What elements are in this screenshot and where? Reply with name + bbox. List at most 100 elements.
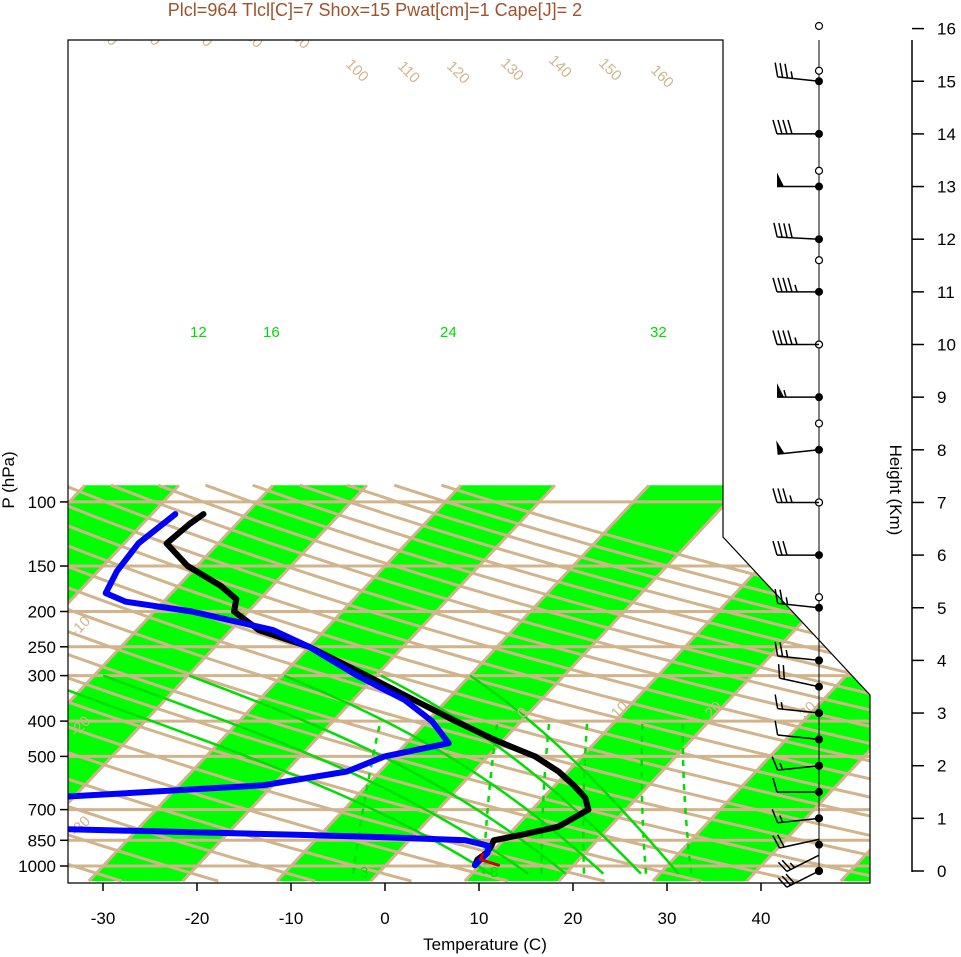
temperature-band bbox=[652, 485, 870, 882]
dry-adiabat-line bbox=[68, 483, 870, 883]
wind-barb bbox=[777, 870, 820, 888]
wind-barb bbox=[772, 119, 819, 135]
x-axis-title: Temperature (C) bbox=[423, 935, 547, 954]
dry-adiabat-label: 160 bbox=[647, 62, 677, 92]
mixing-ratio-line bbox=[581, 721, 589, 874]
wind-barb-full bbox=[777, 119, 783, 135]
wind-barb-full bbox=[782, 540, 788, 556]
moist-adiabat-line bbox=[68, 674, 492, 875]
wind-barb-staff bbox=[777, 236, 820, 240]
wind-barb bbox=[777, 172, 819, 188]
wind-level-marker-open bbox=[814, 66, 824, 75]
x-tick-label: 0 bbox=[380, 909, 389, 928]
x-tick-label: -30 bbox=[91, 909, 116, 928]
wind-barb-half bbox=[780, 701, 784, 710]
wind-barb-full bbox=[783, 223, 788, 238]
isotherm-line bbox=[68, 484, 369, 883]
wind-level-marker-open bbox=[814, 256, 824, 265]
height-tick-label: 4 bbox=[937, 651, 946, 670]
x-tick-label: 30 bbox=[658, 909, 677, 928]
parcel-profile bbox=[478, 853, 500, 867]
height-tick-label: 7 bbox=[937, 493, 946, 512]
height-tick-label: 6 bbox=[937, 546, 946, 565]
wind-level-marker bbox=[815, 840, 823, 849]
wind-barb bbox=[772, 777, 819, 793]
wind-barb bbox=[772, 540, 819, 556]
dry-adiabat-label: 60 bbox=[140, 26, 164, 50]
temperature-profile bbox=[163, 511, 592, 869]
x-tick-label: -20 bbox=[185, 909, 210, 928]
wind-barb-full bbox=[787, 330, 793, 345]
mixing-ratio-label: 8 bbox=[490, 864, 498, 881]
dry-adiabat-label: 70 bbox=[192, 27, 216, 51]
wind-barb bbox=[777, 383, 819, 398]
moist-adiabat-line bbox=[469, 674, 680, 875]
temperature-band bbox=[88, 485, 555, 882]
wind-barb-full bbox=[777, 277, 783, 293]
wind-barb bbox=[777, 664, 820, 688]
dry-adiabat-label: 140 bbox=[545, 52, 575, 82]
wind-barb-full bbox=[779, 642, 784, 657]
y-tick-label: 400 bbox=[28, 712, 56, 731]
wind-barb-full bbox=[773, 222, 778, 238]
y-tick-label: 300 bbox=[28, 667, 56, 686]
x-tick-label: 40 bbox=[752, 909, 771, 928]
wind-barb-full bbox=[782, 665, 785, 680]
height-tick-label: 3 bbox=[937, 704, 946, 723]
isotherm-line bbox=[275, 484, 651, 883]
wind-barb-full bbox=[784, 63, 789, 79]
wind-barb-staff bbox=[779, 838, 820, 849]
wind-barb bbox=[774, 62, 820, 82]
moist-adiabat-line bbox=[283, 674, 605, 875]
dry-adiabat-line bbox=[252, 483, 870, 883]
wind-barb-full bbox=[781, 859, 792, 870]
mixing-ratio-line bbox=[540, 720, 551, 874]
y-tick-label: 100 bbox=[28, 493, 56, 512]
dry-adiabat-line bbox=[68, 483, 799, 883]
wind-barb-full bbox=[782, 277, 788, 293]
wind-barb-full bbox=[774, 62, 779, 78]
dry-adiabat-line bbox=[68, 483, 870, 883]
wind-barb-full bbox=[777, 488, 783, 503]
wind-barb bbox=[774, 589, 820, 609]
dry-adiabat-label: 50 bbox=[97, 26, 121, 50]
wind-barb-half bbox=[779, 762, 784, 770]
wind-barb-half bbox=[789, 862, 796, 869]
dry-adiabat-line bbox=[68, 484, 219, 883]
height-tick-label: 0 bbox=[937, 862, 946, 881]
wind-barb-staff bbox=[777, 602, 820, 609]
wind-barb-full bbox=[774, 720, 779, 736]
x-tick-label: 10 bbox=[470, 909, 489, 928]
wind-barb-pennant bbox=[777, 383, 784, 398]
dry-adiabat-label: 90 bbox=[289, 29, 313, 53]
wind-barb-staff bbox=[777, 655, 820, 662]
dry-adiabat-label: 150 bbox=[595, 55, 625, 85]
wind-level-marker-open bbox=[814, 419, 824, 428]
height-tick-label: 5 bbox=[937, 599, 946, 618]
dry-adiabat-line bbox=[0, 485, 25, 881]
height-tick-label: 8 bbox=[937, 441, 946, 460]
dry-adiabat-line bbox=[68, 483, 870, 883]
x-tick-label: 20 bbox=[564, 909, 583, 928]
wind-level-marker-open bbox=[814, 593, 824, 602]
wind-barb-staff bbox=[779, 677, 820, 688]
wind-barb-full bbox=[772, 777, 778, 793]
isotherm-line bbox=[651, 484, 870, 883]
y-axis-title: P (hPa) bbox=[0, 451, 18, 508]
wind-barb bbox=[774, 694, 820, 714]
wind-barb-full bbox=[788, 223, 793, 238]
moist-adiabat-line bbox=[102, 674, 529, 875]
wind-barb-staff bbox=[786, 854, 820, 873]
wind-level-marker-open bbox=[814, 166, 824, 175]
wind-barb-staff bbox=[786, 870, 820, 888]
wind-barb-full bbox=[774, 589, 779, 604]
wind-barb-full bbox=[774, 641, 779, 657]
isotherm-line bbox=[68, 484, 181, 883]
wind-barb-staff bbox=[777, 817, 820, 824]
wind-barb bbox=[772, 277, 819, 293]
temperature-band bbox=[68, 485, 367, 882]
wind-barb-full bbox=[779, 63, 784, 78]
dry-adiabat-label: 100 bbox=[342, 56, 372, 86]
y-tick-label: 200 bbox=[28, 603, 56, 622]
